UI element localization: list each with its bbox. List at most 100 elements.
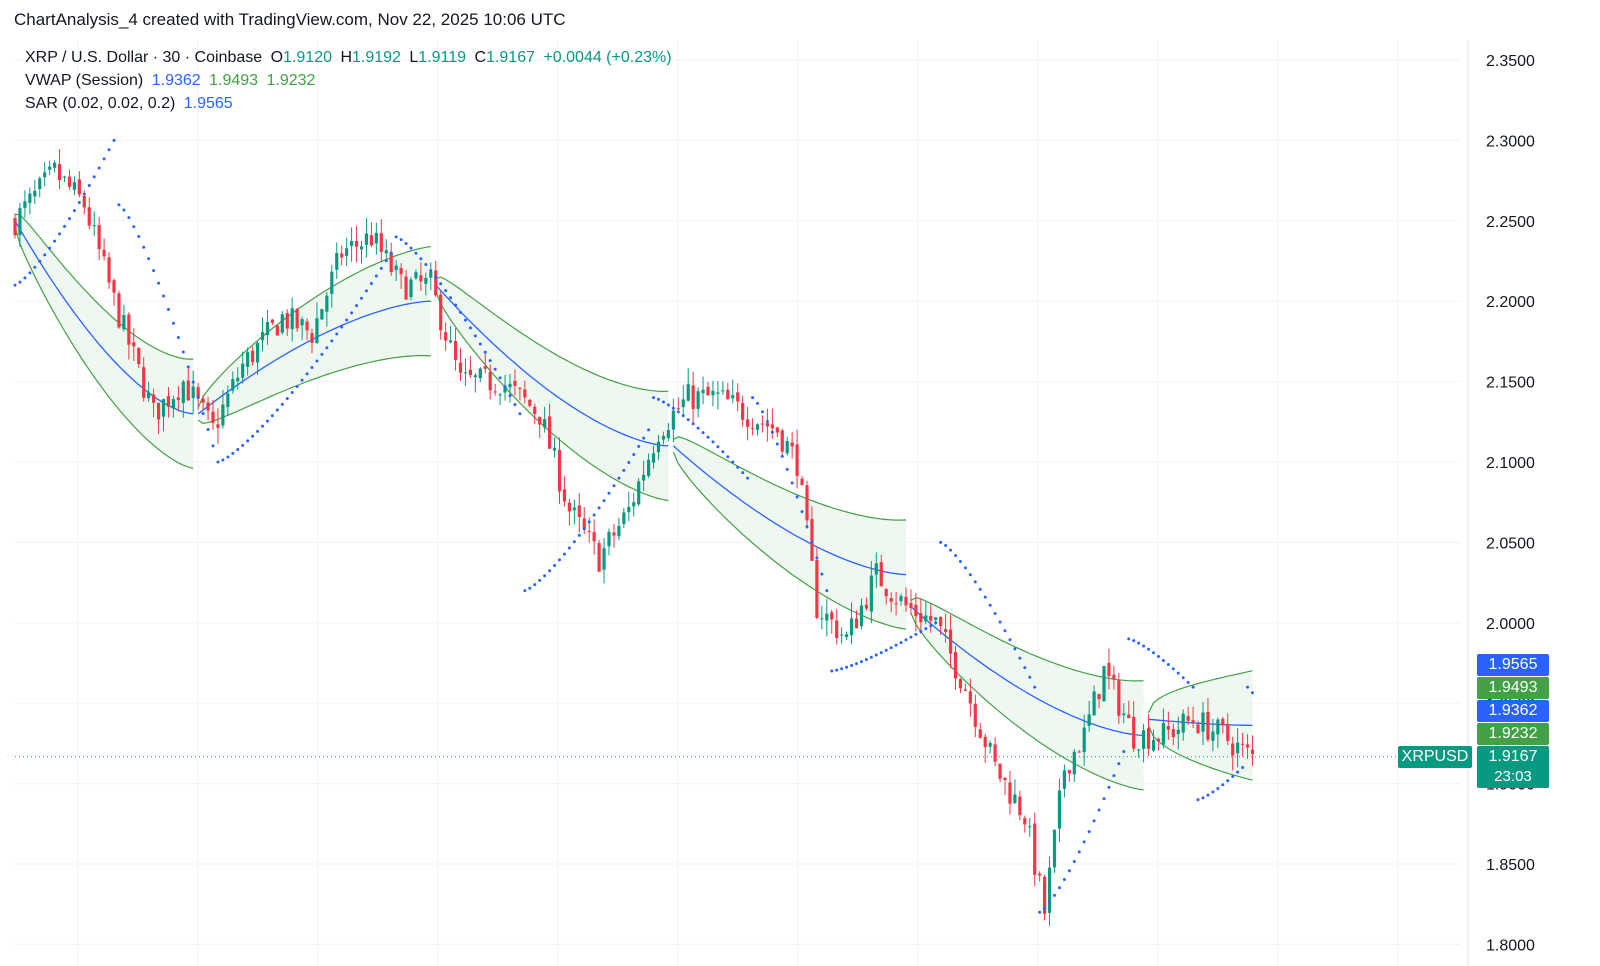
candle-body [1067,769,1071,774]
candle-body [221,404,225,426]
candle-body [201,398,205,403]
sar-dot [300,378,304,382]
sar-dot [850,663,854,667]
sar-dot [998,620,1002,624]
sar-dot [23,276,27,280]
candle-body [468,369,472,376]
candle-body [1013,794,1017,804]
candle-body [686,384,690,401]
sar-dot [43,253,47,257]
candle-body [1226,723,1230,741]
sar-dot [751,396,755,400]
vwap-lower-band [1147,725,1253,781]
sar-dot [256,429,260,433]
candle-body [404,276,408,300]
candle-body [389,252,393,273]
sar-dot [444,289,448,293]
price-tick-label: 2.2500 [1486,214,1535,231]
candle-body [1062,770,1066,789]
candle-body [483,366,487,369]
candle-body [1241,743,1245,745]
attribution: ChartAnalysis_4 created with TradingView… [14,10,566,29]
candle-body [1097,694,1101,700]
sar-dot [1082,840,1086,844]
candle-body [1161,723,1165,745]
sar-dot [736,465,740,469]
candle-body [171,399,175,409]
sar-dot [191,380,195,384]
candle-body [953,651,958,679]
candle-body [320,309,324,320]
sar-dot [567,546,571,550]
candle-body [409,279,413,297]
candle-body [77,179,81,195]
candle-body [661,436,666,440]
candle-body [335,252,339,270]
sar-dot [1132,639,1136,643]
candle-body [874,563,878,575]
candle-body [102,249,106,257]
candle-body [1043,876,1047,914]
sar-dot [1043,906,1047,910]
sar-dot [152,269,156,273]
vwap-price-tag: 1.9362 [1477,700,1549,722]
candle-body [364,233,369,245]
candle-body [859,605,864,627]
candle-body [825,613,829,621]
sar-dot [1166,663,1170,667]
price-tick-label: 2.0000 [1486,616,1535,633]
sar-dot [176,335,180,339]
legend-symbol[interactable]: XRP / U.S. Dollar · 30 · Coinbase [25,49,263,66]
legend-sar-name: SAR (0.02, 0.02, 0.2) [25,95,176,112]
candle-body [260,332,265,341]
candle-body [478,368,482,379]
candle-body [780,430,784,452]
sar-dot [721,450,725,454]
candle-body [983,736,987,748]
candle-body [434,270,438,296]
sar-dot [122,208,126,212]
candle-body [374,232,378,244]
sar-dot [676,410,680,414]
sar-dot [97,166,101,170]
candle-body [1112,674,1116,680]
candle-body [62,176,67,178]
candle-body [92,225,96,227]
candle-body [993,744,997,762]
candle-body [1250,749,1255,755]
candle-body [236,377,240,382]
candle-body [270,319,274,323]
candle-body [48,166,52,170]
sar-dot [1186,680,1190,684]
vwap-band-fill [1148,670,1253,781]
legend-sar[interactable]: SAR (0.02, 0.02, 0.2) 1.9565 [25,95,237,113]
sar-dot [855,662,858,666]
last-price: 1.9167 [1488,748,1538,765]
sar-dot [553,563,557,567]
sar-dot [686,418,690,422]
sar-dot [18,280,22,284]
price-tick-label: 1.8500 [1486,857,1535,874]
sar-dot [1092,819,1096,823]
candle-body [602,548,606,570]
candle-body [849,618,854,636]
candle-body [691,385,695,410]
sar-dot [958,559,962,563]
candle-body [869,575,873,612]
candle-body [191,386,195,399]
sar-dot [988,603,992,607]
candle-body [300,319,304,326]
candle-body [1038,873,1042,876]
candle-body [760,423,765,425]
sar-dot [523,589,527,593]
candle-body [1072,751,1076,775]
vwap-lower-band [14,227,194,469]
sar-dot [548,569,552,573]
candle-body [830,612,834,620]
candle-body [1137,749,1141,751]
candle-body [988,742,992,747]
candle-body [325,295,329,312]
sar-dot [1246,685,1250,689]
legend-vwap[interactable]: VWAP (Session) 1.9362 1.9493 1.9232 [25,72,319,90]
